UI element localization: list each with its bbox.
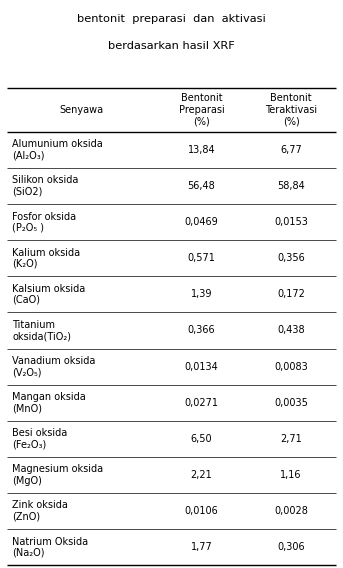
Text: 0,0028: 0,0028: [274, 506, 308, 516]
Text: berdasarkan hasil XRF: berdasarkan hasil XRF: [108, 41, 235, 51]
Text: 2,71: 2,71: [280, 434, 302, 444]
Text: Bentonit
Teraktivasi
(%): Bentonit Teraktivasi (%): [265, 93, 317, 127]
Text: Senyawa: Senyawa: [60, 105, 104, 115]
Text: Zink oksida
(ZnO): Zink oksida (ZnO): [12, 500, 68, 521]
Text: 13,84: 13,84: [188, 145, 215, 155]
Text: Bentonit
Preparasi
(%): Bentonit Preparasi (%): [179, 93, 224, 127]
Text: Silikon oksida
(SiO2): Silikon oksida (SiO2): [12, 176, 79, 197]
Text: 0,356: 0,356: [277, 253, 305, 264]
Text: 1,77: 1,77: [191, 542, 212, 552]
Text: 0,0083: 0,0083: [274, 362, 308, 371]
Text: 0,306: 0,306: [277, 542, 305, 552]
Text: 0,366: 0,366: [188, 325, 215, 336]
Text: Mangan oksida
(MnO): Mangan oksida (MnO): [12, 392, 86, 414]
Text: Besi oksida
(Fe₂O₃): Besi oksida (Fe₂O₃): [12, 428, 67, 449]
Text: Magnesium oksida
(MgO): Magnesium oksida (MgO): [12, 464, 103, 486]
Text: bentonit  preparasi  dan  aktivasi: bentonit preparasi dan aktivasi: [77, 14, 266, 24]
Text: Vanadium oksida
(V₂O₅): Vanadium oksida (V₂O₅): [12, 356, 95, 377]
Text: 0,571: 0,571: [188, 253, 215, 264]
Text: Kalsium oksida
(CaO): Kalsium oksida (CaO): [12, 284, 85, 305]
Text: 0,0153: 0,0153: [274, 217, 308, 227]
Text: 6,50: 6,50: [191, 434, 212, 444]
Text: 0,0271: 0,0271: [185, 398, 218, 408]
Text: 0,0106: 0,0106: [185, 506, 218, 516]
Text: 0,438: 0,438: [277, 325, 305, 336]
Text: 0,172: 0,172: [277, 289, 305, 299]
Text: Alumunium oksida
(Al₂O₃): Alumunium oksida (Al₂O₃): [12, 139, 103, 161]
Text: 1,16: 1,16: [281, 470, 302, 480]
Text: 56,48: 56,48: [188, 181, 215, 191]
Text: Natrium Oksida
(Na₂O): Natrium Oksida (Na₂O): [12, 537, 88, 558]
Text: 0,0035: 0,0035: [274, 398, 308, 408]
Text: 0,0134: 0,0134: [185, 362, 218, 371]
Text: 1,39: 1,39: [191, 289, 212, 299]
Text: 6,77: 6,77: [280, 145, 302, 155]
Text: Titanium
oksida(TiO₂): Titanium oksida(TiO₂): [12, 320, 71, 341]
Text: 2,21: 2,21: [191, 470, 212, 480]
Text: 58,84: 58,84: [277, 181, 305, 191]
Text: 0,0469: 0,0469: [185, 217, 218, 227]
Text: Fosfor oksida
(P₂O₅ ): Fosfor oksida (P₂O₅ ): [12, 212, 76, 233]
Text: Kalium oksida
(K₂O): Kalium oksida (K₂O): [12, 248, 80, 269]
